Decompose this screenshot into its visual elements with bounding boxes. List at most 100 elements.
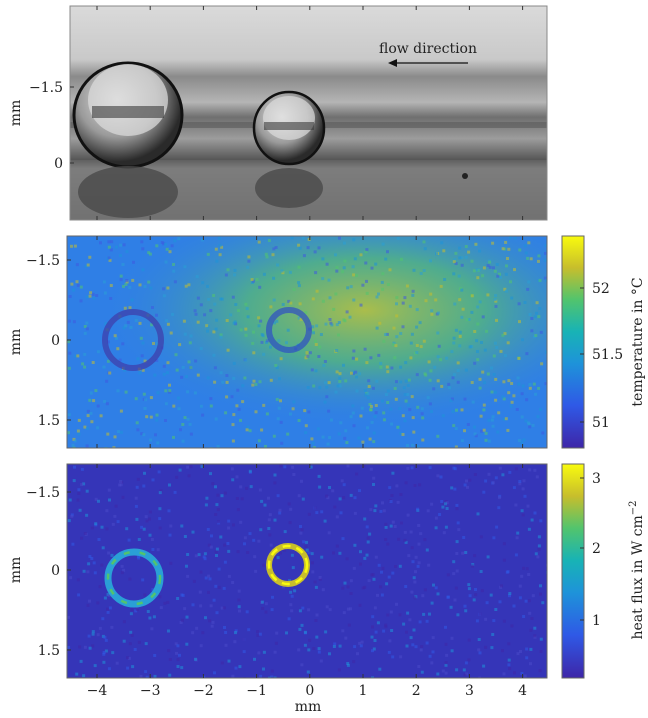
speckle <box>142 433 146 437</box>
speckle <box>83 325 87 328</box>
speckle <box>512 394 516 398</box>
speckle <box>421 594 425 598</box>
speckle <box>217 585 221 589</box>
speckle <box>516 652 520 656</box>
speckle <box>492 354 496 358</box>
speckle <box>261 334 265 338</box>
speckle <box>179 428 182 432</box>
speckle <box>422 612 426 616</box>
speckle <box>103 596 107 600</box>
speckle <box>212 598 216 602</box>
speckle <box>365 291 369 295</box>
speckle <box>476 358 480 362</box>
speckle <box>337 668 341 672</box>
speckle <box>186 553 190 556</box>
speckle <box>239 328 243 332</box>
heatflux-map <box>67 464 547 678</box>
speckle <box>300 623 304 627</box>
speckle <box>394 565 397 568</box>
speckle <box>244 333 248 337</box>
speckle <box>87 634 91 638</box>
speckle <box>128 577 132 581</box>
speckle <box>381 287 385 291</box>
speckle <box>463 397 467 401</box>
speckle <box>415 308 419 312</box>
speckle <box>464 551 468 554</box>
speckle <box>478 386 482 390</box>
speckle <box>291 465 295 469</box>
speckle <box>102 365 106 369</box>
speckle <box>181 439 185 443</box>
speckle <box>455 540 459 544</box>
speckle <box>533 468 537 472</box>
speckle <box>431 650 435 654</box>
speckle <box>318 485 322 489</box>
speckle <box>446 573 450 577</box>
speckle <box>482 428 486 432</box>
speckle <box>153 654 157 657</box>
speckle <box>312 647 316 650</box>
speckle <box>526 256 530 260</box>
speckle <box>122 639 126 643</box>
photo-ytick: −1.5 <box>29 80 63 96</box>
speckle <box>140 525 144 529</box>
speckle <box>386 283 390 286</box>
speckle <box>274 556 278 560</box>
speckle <box>460 263 464 267</box>
speckle <box>458 256 462 260</box>
speckle <box>226 268 230 272</box>
speckle <box>461 307 465 311</box>
speckle <box>470 294 474 298</box>
speckle <box>240 497 244 501</box>
speckle <box>298 246 302 250</box>
speckle <box>232 361 236 365</box>
speckle <box>480 589 484 593</box>
speckle <box>491 415 495 419</box>
speckle <box>527 241 531 245</box>
speckle <box>528 468 532 472</box>
speckle <box>473 330 477 333</box>
speckle <box>334 292 338 296</box>
speckle <box>540 362 544 366</box>
speckle <box>305 351 309 355</box>
speckle <box>287 617 291 621</box>
speckle <box>73 244 77 248</box>
speckle <box>225 319 229 322</box>
speckle <box>311 325 315 329</box>
speckle <box>374 630 378 634</box>
speckle <box>328 608 332 612</box>
speckle <box>513 236 517 240</box>
speckle <box>529 257 533 261</box>
speckle <box>187 283 191 287</box>
speckle <box>219 333 223 337</box>
speckle <box>259 674 263 678</box>
speckle <box>518 248 522 252</box>
speckle <box>73 465 76 469</box>
speckle <box>218 253 222 257</box>
speckle <box>82 569 86 573</box>
speckle <box>384 625 388 629</box>
speckle <box>420 407 424 411</box>
speckle <box>278 511 282 515</box>
speckle <box>364 250 368 254</box>
speckle <box>113 514 117 518</box>
speckle <box>382 339 386 343</box>
speckle <box>370 420 374 424</box>
speckle <box>450 350 454 354</box>
speckle <box>186 574 190 578</box>
speckle <box>215 547 219 551</box>
speckle <box>513 268 516 272</box>
speckle <box>338 372 342 376</box>
speckle <box>312 331 315 335</box>
speckle <box>507 247 511 251</box>
speckle <box>370 635 374 639</box>
speckle <box>132 260 135 264</box>
speckle <box>458 246 462 250</box>
speckle <box>195 626 199 630</box>
speckle <box>199 347 203 350</box>
speckle <box>236 388 240 392</box>
speckle <box>180 666 184 670</box>
speckle <box>359 644 363 648</box>
speckle <box>257 240 261 244</box>
speckle <box>143 285 147 288</box>
